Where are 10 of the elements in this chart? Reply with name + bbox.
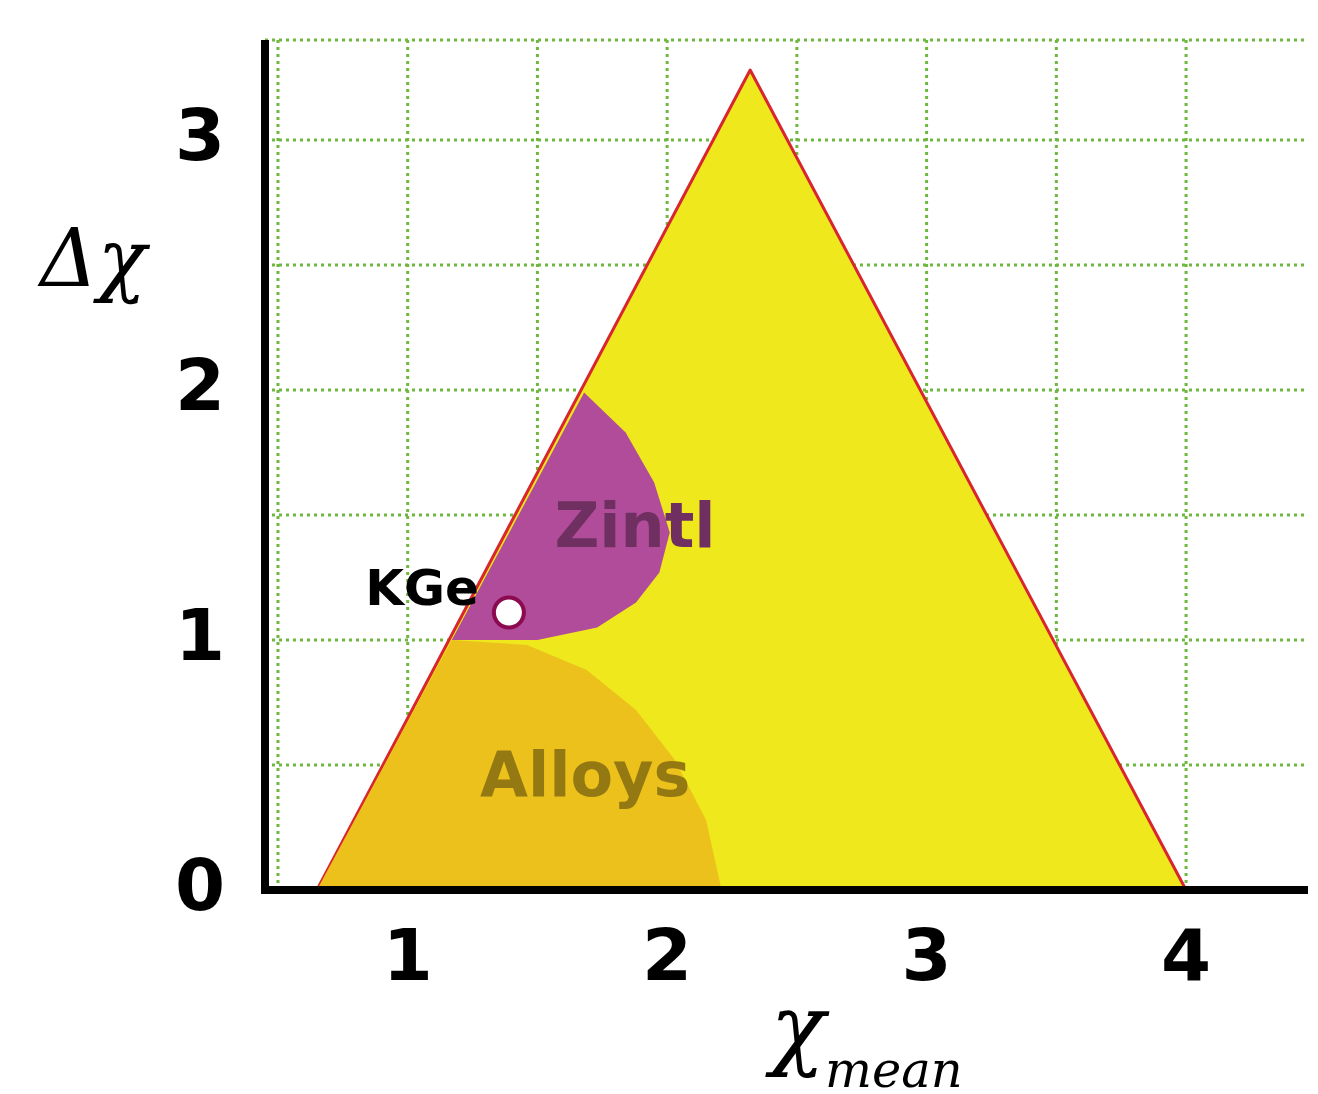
series-label: KGe [365,558,479,617]
x-tick-label: 2 [642,913,693,997]
y-tick-label: 3 [174,92,225,177]
y-tick-label: 2 [174,342,225,427]
series-label: Alloys [479,738,691,812]
y-axis-title: Δχ [36,212,151,305]
y-tick-label: 0 [174,842,225,927]
x-tick-label: 1 [382,913,433,997]
x-tick-label: 4 [1161,913,1212,997]
y-tick-label: 1 [174,592,225,677]
